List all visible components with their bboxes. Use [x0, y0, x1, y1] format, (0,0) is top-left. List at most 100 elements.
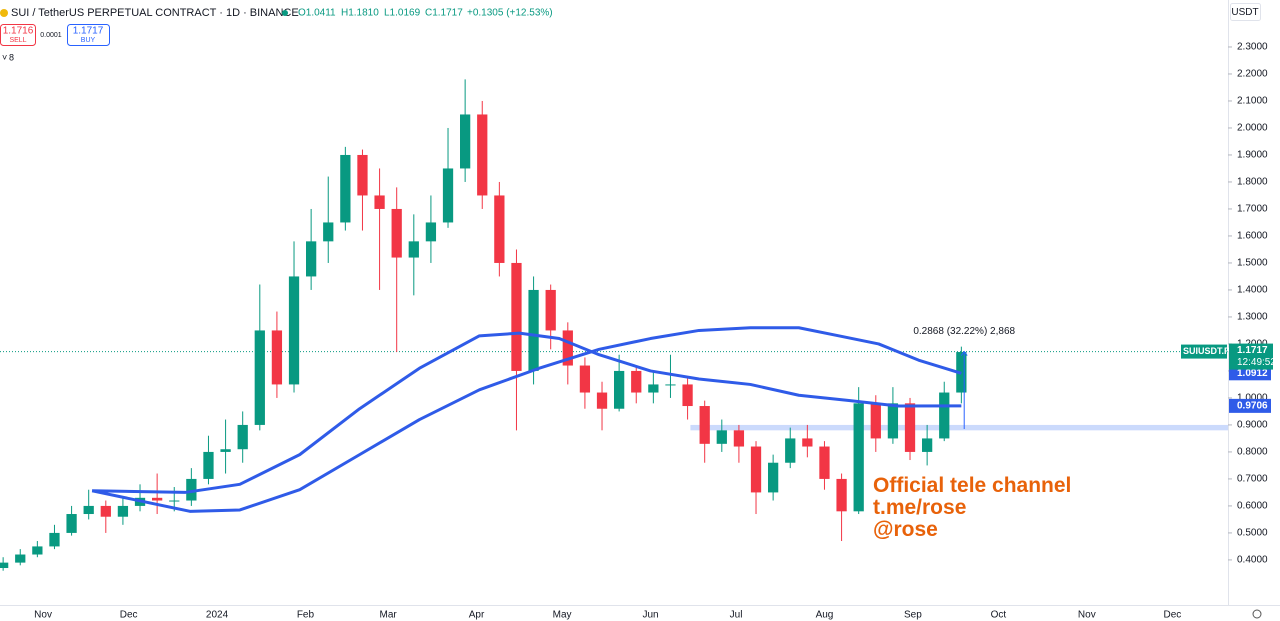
watermark: Official tele channel: [873, 474, 1071, 497]
candle-body: [802, 438, 813, 447]
candle-body: [340, 154, 351, 223]
ma-badge: [1229, 366, 1271, 381]
y-tick-label: 1.7000: [1237, 204, 1268, 215]
x-tick-label: Nov: [1078, 610, 1096, 621]
candle-body: [15, 554, 26, 563]
y-tick-label: 0.7000: [1237, 474, 1268, 485]
candle-body: [716, 430, 727, 444]
x-tick-label: Dec: [1163, 610, 1181, 621]
buy-button[interactable]: [67, 24, 110, 46]
x-tick-label: Sep: [904, 610, 922, 621]
x-tick-label: Dec: [120, 610, 138, 621]
settings-icon[interactable]: [1252, 609, 1262, 619]
ma-line: [91, 326, 962, 513]
y-tick-label: 0.4000: [1237, 555, 1268, 566]
y-tick-label: 1.0000: [1237, 393, 1268, 404]
sell-price: 1.1716: [3, 26, 34, 37]
ohlc-change: +0.1305 (+12.53%): [467, 8, 553, 19]
candle-body: [66, 514, 77, 533]
y-tick-label: 1.3000: [1237, 312, 1268, 323]
x-tick-label: Jul: [730, 610, 743, 621]
x-tick-label: Mar: [380, 610, 398, 621]
x-tick-label: Apr: [469, 610, 485, 621]
candle-body: [0, 562, 9, 569]
x-tick-label: Oct: [991, 610, 1007, 621]
indicator-toggle[interactable]: ˅: [2, 52, 7, 62]
candle-body: [357, 154, 368, 196]
currency: USDT: [1231, 7, 1258, 18]
candle-body: [750, 446, 762, 493]
candle-body: [460, 114, 471, 169]
candle-body: [682, 384, 693, 407]
ma-line: [92, 331, 962, 494]
price-badge: [1229, 343, 1273, 370]
candle-body: [767, 462, 779, 493]
candle-body: [836, 478, 847, 512]
sell-label: SELL: [9, 37, 26, 44]
y-tick-label: 0.9000: [1237, 420, 1268, 431]
y-tick-label: 1.4000: [1237, 285, 1268, 296]
plot: 0.2868 (32.22%) 2,868 Official tele chann…: [0, 79, 1228, 571]
candle-body: [494, 195, 505, 263]
measure-arrowhead: [960, 350, 968, 356]
candle-body: [596, 392, 608, 409]
currency-button[interactable]: [1230, 3, 1261, 21]
watermark: @rose: [873, 518, 938, 541]
symbol-title: SUI / TetherUS PERPETUAL CONTRACT · 1D ·…: [11, 7, 299, 19]
candle-body: [545, 289, 556, 331]
ohlc-low: L1.0169: [384, 8, 421, 19]
y-tick-label: 2.0000: [1237, 123, 1268, 134]
candle-body: [323, 222, 334, 242]
ma-label: 1.0912: [1237, 368, 1268, 379]
candle-body: [733, 430, 745, 447]
candle-body: [819, 446, 830, 479]
symbol-badge: [1181, 344, 1227, 359]
watermark: t.me/rose: [873, 496, 966, 519]
candle-body: [117, 505, 129, 517]
ma-label: 0.9706: [1237, 401, 1268, 412]
candle-body: [511, 262, 522, 371]
symbol-label: SUIUSDT.P: [1183, 346, 1230, 356]
candle-body: [785, 438, 796, 463]
candle-body: [254, 330, 265, 425]
ohlc-high: H1.1810: [341, 8, 379, 19]
y-tick-label: 1.5000: [1237, 258, 1268, 269]
candle-body: [220, 449, 231, 452]
candle-body: [648, 384, 659, 393]
candle-body: [614, 370, 625, 409]
price-label: 1.1717: [1237, 345, 1268, 356]
spread: 0.0001: [40, 32, 62, 39]
x-tick-label: Feb: [297, 610, 315, 621]
y-tick-label: 0.5000: [1237, 528, 1268, 539]
candle-body: [425, 222, 437, 242]
status-dot: [282, 10, 288, 16]
y-tick-label: 2.1000: [1237, 96, 1268, 107]
y-tick-label: 0.8000: [1237, 447, 1268, 458]
sell-button[interactable]: [0, 24, 36, 46]
candle-body: [83, 505, 94, 515]
ma-badge: [1229, 398, 1271, 413]
candle-body: [152, 497, 163, 501]
measure-label: 0.2868 (32.22%) 2,868: [913, 326, 1015, 337]
y-tick-label: 2.3000: [1237, 42, 1268, 53]
candle-body: [100, 505, 111, 517]
candle-body: [306, 241, 317, 277]
candle-body: [887, 403, 899, 439]
x-tick-label: May: [553, 610, 572, 621]
x-tick-label: Jun: [642, 610, 658, 621]
support-zone: [690, 424, 1228, 431]
ohlc-open: O1.0411: [298, 8, 336, 19]
candle-body: [853, 403, 864, 512]
candle-body: [904, 403, 916, 452]
candle-body: [49, 532, 60, 547]
candle-body: [528, 289, 539, 371]
buy-price: 1.1717: [73, 26, 104, 37]
symbol-icon: [0, 9, 8, 17]
x-tick-label: Nov: [34, 610, 52, 621]
buy-label: BUY: [81, 37, 96, 44]
indicator-count: 8: [9, 52, 14, 62]
candle-body: [408, 241, 419, 258]
candle-body: [699, 406, 710, 444]
candle-body: [32, 546, 43, 555]
x-tick-label: Aug: [816, 610, 834, 621]
